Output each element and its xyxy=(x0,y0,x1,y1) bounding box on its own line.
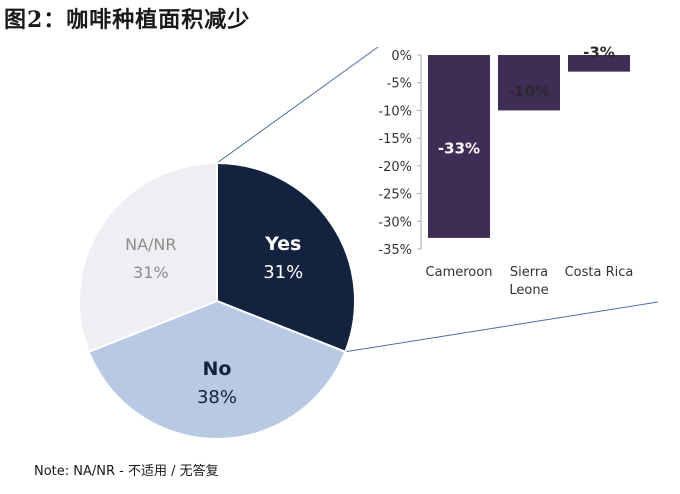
y-tick-label: -5% xyxy=(387,77,412,92)
x-category-label: Cameroon xyxy=(426,265,493,280)
x-category-label: Leone xyxy=(509,283,548,298)
y-tick-label: 0% xyxy=(391,49,412,64)
pie-slice-no xyxy=(87,299,347,440)
pie-label: Yes xyxy=(264,233,301,255)
y-tick-label: -20% xyxy=(378,160,412,175)
pie-chart: Yes 31% No 38% NA/NR 31% xyxy=(78,161,356,440)
connector-lines xyxy=(216,46,659,353)
x-category-label: Sierra xyxy=(510,265,548,280)
y-tick-label: -30% xyxy=(378,215,412,230)
y-tick-label: -15% xyxy=(378,132,412,147)
pie-value-label: 31% xyxy=(263,262,303,283)
footnote: Note: NA/NR - 不适用 / 无答复 xyxy=(34,464,219,479)
pie-label: No xyxy=(203,358,232,380)
pie-value-label: 38% xyxy=(197,387,237,408)
bar-chart: 0% -5% -10% -15% -20% -25% -30% -35% -33% Cameroo… xyxy=(378,44,633,298)
bar-0 xyxy=(428,55,490,238)
y-tick-label: -25% xyxy=(378,188,412,203)
bar-data-label: -3% xyxy=(583,44,615,62)
bar-1 xyxy=(498,55,560,111)
bar-2 xyxy=(568,55,630,72)
pie-label: NA/NR xyxy=(125,235,176,254)
connector-line-bottom xyxy=(345,301,659,353)
x-category-label: Costa Rica xyxy=(565,265,634,280)
pie-slice-nanr xyxy=(78,161,218,354)
pie-slice-yes xyxy=(216,161,356,354)
y-tick-label: -35% xyxy=(378,243,412,258)
bar-data-label: -33% xyxy=(438,139,480,157)
y-tick-label: -10% xyxy=(378,104,412,119)
connector-line-top xyxy=(216,46,379,164)
figure-title: 图2：咖啡种植面积减少 xyxy=(4,7,251,33)
bar-data-label: -10% xyxy=(508,82,550,100)
pie-value-label: 31% xyxy=(133,263,169,282)
